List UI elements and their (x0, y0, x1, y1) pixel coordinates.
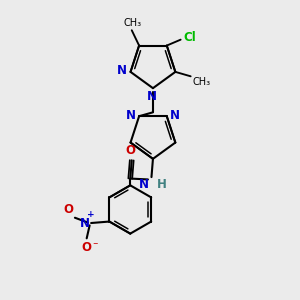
Text: CH₃: CH₃ (192, 77, 210, 88)
Text: O: O (82, 241, 92, 254)
Text: +: + (87, 210, 94, 219)
Text: CH₃: CH₃ (123, 18, 141, 28)
Text: N: N (147, 90, 158, 103)
Text: N: N (139, 178, 149, 191)
Text: ⁻: ⁻ (92, 241, 98, 251)
Text: H: H (157, 178, 166, 191)
Text: N: N (126, 109, 136, 122)
Text: O: O (63, 203, 74, 216)
Text: N: N (117, 64, 127, 77)
Text: N: N (170, 109, 180, 122)
Text: Cl: Cl (184, 32, 196, 44)
Text: N: N (80, 217, 90, 230)
Text: O: O (125, 144, 135, 157)
